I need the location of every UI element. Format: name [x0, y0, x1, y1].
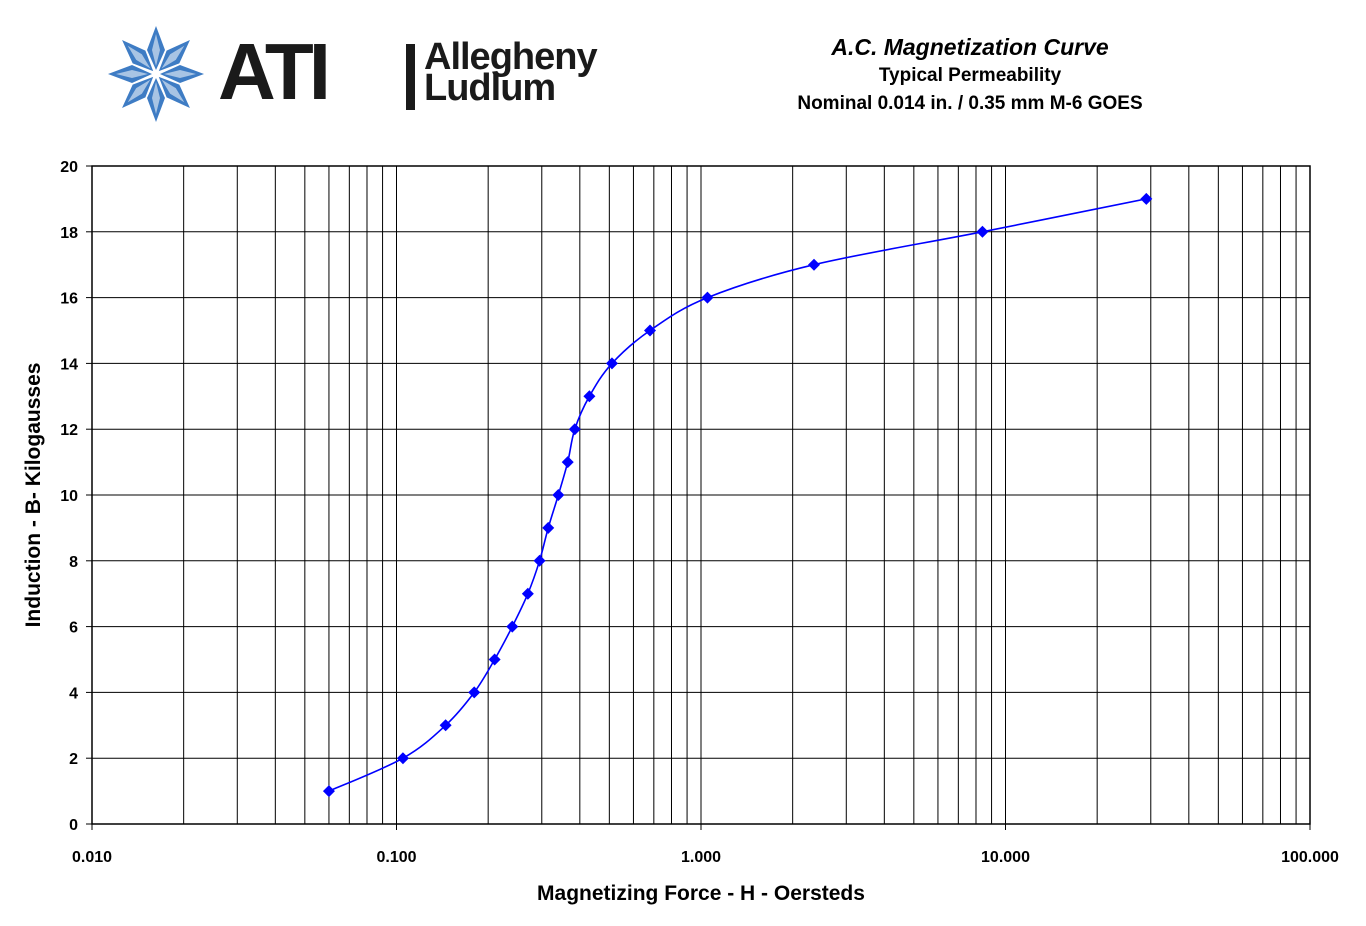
- y-tick-label: 12: [60, 422, 78, 439]
- y-tick-label: 16: [60, 291, 78, 308]
- data-point: [521, 587, 534, 600]
- logo-name-line2: Ludlum: [424, 67, 556, 109]
- chart-subtitle-2: Nominal 0.014 in. / 0.35 mm M-6 GOES: [797, 93, 1143, 114]
- y-tick-label: 14: [60, 356, 78, 373]
- logo-petal-highlight: [127, 79, 151, 103]
- data-point: [807, 258, 820, 271]
- data-point: [568, 423, 581, 436]
- chart-title: A.C. Magnetization Curve: [831, 34, 1109, 60]
- y-tick-label: 20: [60, 159, 78, 176]
- logo-petal-highlight: [116, 70, 148, 78]
- data-point: [322, 785, 335, 798]
- y-tick-label: 2: [69, 751, 78, 768]
- data-point: [643, 324, 656, 337]
- logo-petal-highlight: [127, 45, 151, 69]
- logo-divider: [406, 44, 415, 110]
- logo-petal-highlight: [164, 70, 196, 78]
- chart-title-block: A.C. Magnetization Curve Typical Permeab…: [700, 32, 1240, 118]
- x-tick-label: 0.100: [376, 849, 416, 866]
- data-point: [396, 752, 409, 765]
- company-logo: ATI Allegheny Ludlum: [100, 20, 598, 130]
- data-point: [1140, 192, 1153, 205]
- data-point: [533, 554, 546, 567]
- logo-name-line1: Allegheny: [424, 36, 598, 78]
- y-tick-label: 10: [60, 488, 78, 505]
- logo-petal-highlight: [161, 79, 185, 103]
- y-tick-label: 8: [69, 554, 78, 571]
- data-point: [701, 291, 714, 304]
- y-tick-label: 6: [69, 620, 78, 637]
- logo-petal-highlight: [152, 34, 160, 66]
- data-point: [439, 719, 452, 732]
- x-tick-label: 100.000: [1281, 849, 1339, 866]
- data-point: [605, 357, 618, 370]
- data-point: [561, 456, 574, 469]
- x-tick-label: 10.000: [981, 849, 1030, 866]
- logo-name: Allegheny Ludlum: [424, 36, 598, 109]
- logo-petal-highlight: [152, 82, 160, 114]
- data-point: [976, 225, 989, 238]
- y-tick-label: 18: [60, 225, 78, 242]
- x-axis-label: Magnetizing Force - H - Oersteds: [537, 882, 865, 905]
- logo-abbrev: ATI: [218, 27, 331, 116]
- data-point: [468, 686, 481, 699]
- y-tick-label: 4: [69, 685, 78, 702]
- logo-petal-highlight: [161, 45, 185, 69]
- data-point: [506, 620, 519, 633]
- x-tick-label: 0.010: [72, 849, 112, 866]
- chart-subtitle-1: Typical Permeability: [878, 65, 1062, 86]
- star-snowflake-logo-icon: [108, 26, 204, 122]
- y-axis-label: Induction - B- Kilogausses: [22, 363, 45, 628]
- data-point: [488, 653, 501, 666]
- data-point: [542, 521, 555, 534]
- data-point: [552, 489, 565, 501]
- data-point: [583, 390, 596, 403]
- x-tick-label: 1.000: [681, 849, 721, 866]
- y-tick-label: 0: [69, 817, 78, 834]
